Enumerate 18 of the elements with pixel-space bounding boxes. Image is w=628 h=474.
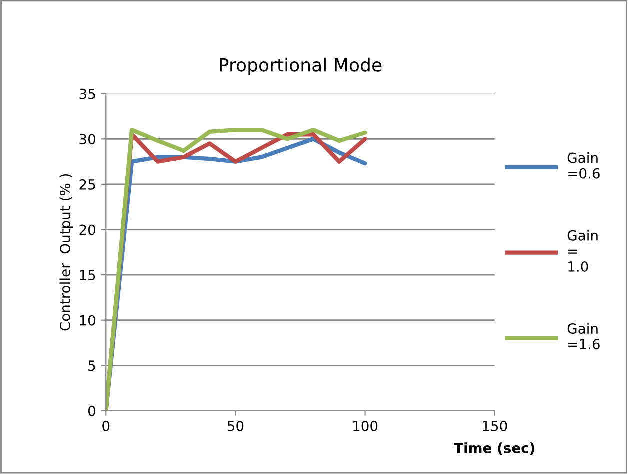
x-axis-title: Time (sec) — [454, 442, 534, 456]
y-tick-label: 25 — [80, 179, 96, 190]
y-axis-title: Controller Output (% ) — [60, 174, 74, 331]
legend-label: Gain = 1.0 — [568, 230, 598, 272]
x-tick-label: 50 — [228, 420, 244, 432]
y-tick-label: 5 — [88, 360, 96, 372]
y-tick-label: 20 — [80, 224, 96, 236]
legend-label: Gain =0.6 — [568, 152, 600, 179]
y-tick-label: 35 — [80, 88, 96, 100]
y-tick-label: 15 — [80, 270, 96, 281]
y-tick-label: 30 — [80, 134, 96, 145]
legend-label: Gain =1.6 — [568, 323, 600, 350]
x-tick-label: 0 — [102, 420, 110, 432]
y-tick-label: 0 — [88, 406, 96, 416]
y-tick-label: 10 — [80, 315, 96, 326]
chart-title: Proportional Mode — [220, 58, 382, 76]
x-tick-label: 100 — [354, 420, 378, 432]
x-tick-label: 150 — [483, 420, 508, 432]
